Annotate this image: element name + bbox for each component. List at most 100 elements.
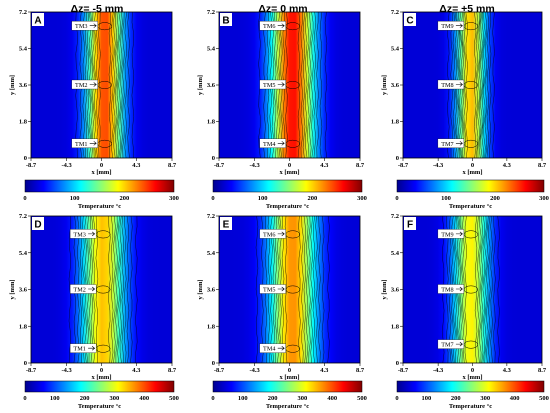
x-tick-label: 4.3 bbox=[503, 162, 512, 169]
colorbar-tick-label: 300 bbox=[298, 395, 308, 402]
colorbar-label: Temperature °c bbox=[78, 203, 121, 210]
marker-arrow bbox=[88, 345, 96, 351]
x-tick-label: -4.3 bbox=[62, 367, 73, 374]
marker-label-box bbox=[69, 343, 97, 353]
panel-letter: B bbox=[222, 16, 229, 27]
x-tick-label: -8.7 bbox=[214, 162, 225, 169]
panel-letter: F bbox=[407, 220, 413, 231]
contour-line bbox=[324, 11, 328, 159]
marker-label-box bbox=[69, 284, 97, 294]
contour-line bbox=[121, 215, 125, 364]
y-tick-label: 1.8 bbox=[391, 119, 400, 126]
contour-line bbox=[68, 215, 72, 364]
marker-arrow bbox=[455, 23, 463, 28]
y-axis-label: y [mm] bbox=[381, 75, 388, 95]
contour-line bbox=[477, 215, 480, 364]
contour-line bbox=[297, 11, 301, 159]
x-axis-label: x [mm] bbox=[279, 374, 299, 381]
x-tick-label: 8.7 bbox=[538, 367, 547, 374]
y-tick-label: 7.2 bbox=[19, 213, 27, 220]
marker-arrow bbox=[277, 141, 285, 146]
y-tick-label: 1.8 bbox=[19, 323, 28, 330]
marker-arrow bbox=[89, 23, 97, 28]
contour-line bbox=[478, 11, 482, 159]
contour-line bbox=[118, 11, 121, 159]
marker-label: TM6 bbox=[263, 231, 275, 238]
marker-arrow bbox=[88, 231, 96, 237]
contour-line bbox=[284, 215, 288, 364]
x-tick-label: 4.3 bbox=[132, 367, 141, 374]
marker-label-box bbox=[437, 79, 465, 90]
x-tick-label: 8.7 bbox=[538, 162, 547, 169]
contour-line bbox=[124, 11, 127, 159]
contour-line bbox=[483, 11, 486, 159]
marker-label: TM9 bbox=[441, 231, 453, 238]
colorbar: 0 100 200 300 400 500 Temperature °c bbox=[395, 380, 549, 410]
colorbar-tick-label: 0 bbox=[211, 195, 214, 202]
marker-label: TM6 bbox=[263, 23, 275, 30]
panel-letter-box bbox=[220, 217, 232, 230]
y-tick-label: 5.4 bbox=[207, 250, 216, 257]
marker-label: TM8 bbox=[441, 287, 453, 294]
marker-label-box bbox=[71, 138, 98, 148]
colorbar-tick-label: 100 bbox=[422, 395, 432, 402]
marker-label-box bbox=[437, 21, 465, 31]
y-tick-label: 0 bbox=[396, 155, 399, 162]
x-tick-label: 0 bbox=[471, 367, 474, 374]
x-axis-label: x [mm] bbox=[462, 374, 482, 381]
marker-label-box bbox=[71, 21, 98, 31]
colorbar-tick-label: 100 bbox=[70, 195, 80, 202]
colorbar-tick-label: 400 bbox=[327, 395, 337, 402]
y-tick-label: 1.8 bbox=[207, 323, 216, 330]
contour-line bbox=[480, 11, 483, 159]
contour-line bbox=[474, 215, 478, 364]
marker-arrow bbox=[455, 286, 463, 292]
marker-label-box bbox=[437, 284, 465, 294]
contour-line bbox=[327, 215, 330, 364]
colorbar-tick-label: 300 bbox=[357, 195, 367, 202]
x-tick-label: 8.7 bbox=[168, 162, 177, 169]
marker-label-box bbox=[259, 284, 286, 294]
colorbar-tick-label: 100 bbox=[258, 195, 268, 202]
contour-line bbox=[303, 215, 307, 364]
x-tick-label: -4.3 bbox=[250, 367, 261, 374]
colorbar-label: Temperature °c bbox=[266, 203, 309, 210]
colorbar-tick-label: 200 bbox=[307, 195, 317, 202]
contour-line bbox=[120, 11, 123, 159]
x-tick-label: 0 bbox=[288, 367, 291, 374]
colorbar: 0 100 200 300 Temperature °c bbox=[211, 179, 367, 210]
y-axis-label: y [mm] bbox=[9, 75, 16, 95]
colorbar-tick-label: 0 bbox=[23, 195, 26, 202]
y-tick-label: 7.2 bbox=[391, 9, 399, 16]
contour-line bbox=[316, 11, 319, 159]
y-tick-label: 5.4 bbox=[207, 46, 216, 53]
marker-label: TM7 bbox=[441, 342, 453, 349]
marker-label: TM8 bbox=[441, 82, 453, 89]
contour-line bbox=[108, 11, 112, 159]
contour-line bbox=[95, 215, 99, 364]
x-tick-label: 0 bbox=[100, 162, 103, 169]
contour-line bbox=[113, 215, 116, 364]
y-tick-label: 7.2 bbox=[207, 213, 215, 220]
colorbar: 0 100 200 300 400 500 Temperature °c bbox=[23, 380, 179, 410]
y-tick-label: 3.6 bbox=[19, 287, 28, 294]
x-tick-label: 0 bbox=[288, 162, 291, 169]
marker-arrow bbox=[89, 141, 97, 146]
contour-line bbox=[122, 11, 125, 159]
x-tick-label: -4.3 bbox=[62, 162, 73, 169]
x-tick-label: 4.3 bbox=[503, 367, 512, 374]
marker-label: TM4 bbox=[263, 346, 275, 353]
y-tick-label: 7.2 bbox=[207, 9, 215, 16]
colorbar-tick-label: 400 bbox=[139, 395, 149, 402]
contour-line bbox=[319, 11, 323, 159]
contour-line bbox=[473, 11, 477, 159]
x-tick-label: -8.7 bbox=[214, 367, 225, 374]
contour-line bbox=[484, 215, 487, 364]
contour-line bbox=[488, 215, 491, 364]
colorbar: 0 100 200 300 400 500 Temperature °c bbox=[211, 380, 367, 410]
x-axis-label: x [mm] bbox=[279, 169, 299, 176]
colorbar-tick-label: 200 bbox=[80, 395, 90, 402]
x-tick-label: 8.7 bbox=[168, 367, 177, 374]
heat-field bbox=[219, 12, 360, 158]
marker-label: TM7 bbox=[441, 141, 453, 148]
